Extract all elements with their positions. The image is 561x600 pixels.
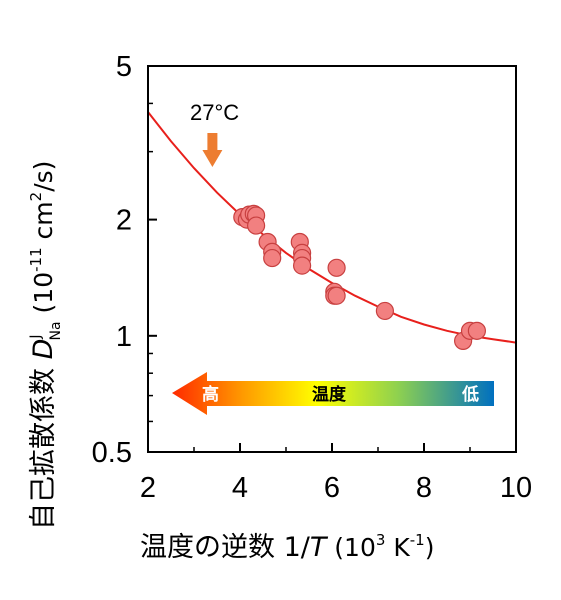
y-label-unit: (10 <box>29 272 58 322</box>
x-axis-label: 温度の逆数 1/T (103 K-1) <box>140 531 435 563</box>
x-label-exp2: -1 <box>410 531 425 549</box>
x-tick-label: 8 <box>416 472 432 504</box>
data-point <box>247 216 266 235</box>
y-label-exp2: 2 <box>27 192 45 202</box>
data-point <box>375 301 394 321</box>
fit-line <box>148 111 516 344</box>
x-label-unit: (10 <box>326 533 376 562</box>
data-point <box>263 248 282 268</box>
arrow-label-temperature: 温度 <box>312 384 347 405</box>
arrow-label-high: 高 <box>202 384 219 405</box>
temperature-arrow: 高 温度 低 <box>172 372 494 415</box>
x-tick-label: 4 <box>232 472 248 504</box>
temperature-marker-arrow <box>202 133 223 167</box>
x-label-exp: 3 <box>376 531 386 549</box>
y-axis-label: 自己拡散係数 DJ Na (10-11 cm2/s) <box>27 161 64 530</box>
y-tick-label: 0.5 <box>92 437 132 469</box>
temperature-label: 27°C <box>190 100 239 125</box>
x-label-main: 温度の逆数 1/ <box>140 532 311 563</box>
x-label-unit-k: K <box>385 533 410 562</box>
data-point <box>467 321 486 340</box>
y-tick-label: 2 <box>116 205 132 237</box>
data-point <box>327 258 346 277</box>
tick-labels: 2 4 6 8 10 0.5 1 2 5 <box>92 51 532 504</box>
y-label-sub: Na <box>48 321 64 340</box>
y-label-close: /s) <box>29 161 58 192</box>
data-points <box>233 204 486 351</box>
x-tick-label: 2 <box>140 472 156 504</box>
y-label-unit-cm: cm <box>29 201 58 247</box>
plot-frame <box>147 65 517 453</box>
x-label-close: ) <box>425 533 435 562</box>
x-tick-label: 10 <box>500 472 532 504</box>
y-label-sup: J <box>28 334 44 339</box>
data-point <box>327 286 346 305</box>
y-label-main: 自己拡散係数 <box>28 359 59 530</box>
y-tick-label: 1 <box>116 321 132 353</box>
svg-text:温度の逆数 1/T (103 K-1): 温度の逆数 1/T (103 K-1) <box>140 531 435 563</box>
temperature-arrow-shape <box>172 372 494 415</box>
x-label-var: T <box>310 532 329 563</box>
y-label-var: D <box>28 339 59 360</box>
temperature-annotation: 27°C <box>190 100 239 167</box>
data-point <box>293 256 312 275</box>
x-tick-label: 6 <box>324 472 340 504</box>
y-tick-label: 5 <box>116 51 132 83</box>
y-label-exp: -11 <box>27 247 45 272</box>
arrow-label-low: 低 <box>461 384 479 405</box>
